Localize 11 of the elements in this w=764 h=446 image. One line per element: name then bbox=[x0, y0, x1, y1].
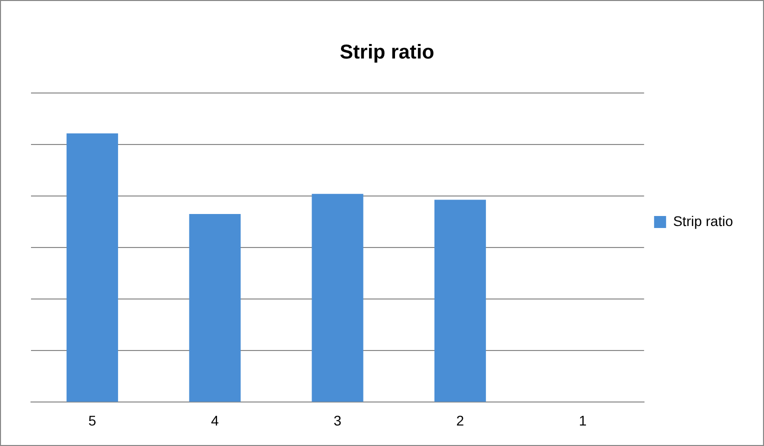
x-tick-label: 1 bbox=[578, 412, 587, 428]
x-tick-label: 3 bbox=[334, 412, 342, 428]
x-tick-label: 2 bbox=[456, 412, 464, 428]
chart-title: Strip ratio bbox=[340, 42, 434, 64]
x-tick-label: 5 bbox=[88, 412, 96, 428]
bar bbox=[312, 194, 364, 402]
bar bbox=[434, 200, 486, 402]
x-tick-label: 4 bbox=[211, 412, 220, 428]
bar bbox=[66, 133, 118, 402]
legend-label: Strip ratio bbox=[673, 212, 734, 229]
bar bbox=[189, 214, 241, 402]
